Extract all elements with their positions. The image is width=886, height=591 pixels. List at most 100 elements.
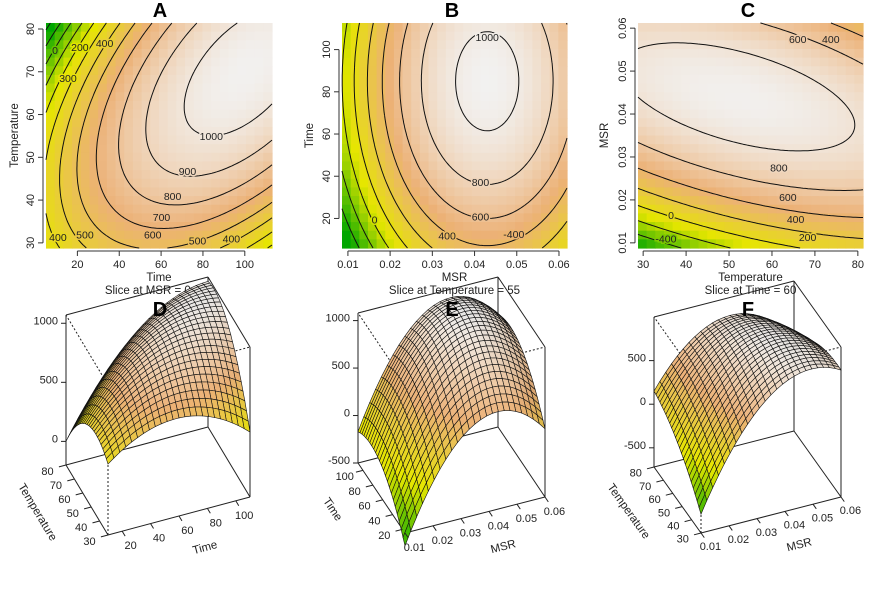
heatmap-cell <box>549 57 559 67</box>
heatmap-cell <box>532 187 542 197</box>
heatmap-cell <box>98 83 108 93</box>
heatmap-cell <box>506 74 516 85</box>
heatmap-cell <box>819 126 829 137</box>
heatmap-cell <box>437 109 447 119</box>
heatmap-cell <box>802 100 812 111</box>
contour-line-600 <box>399 22 568 219</box>
heatmap-cell <box>106 57 117 67</box>
heatmap-cell <box>141 230 151 240</box>
heatmap-cell <box>115 144 125 154</box>
heatmap-cell <box>245 178 256 189</box>
x-tick-label: 40 <box>113 259 125 271</box>
heatmap-cell <box>655 204 665 214</box>
contour-line--400 <box>637 233 682 249</box>
heatmap-cell <box>402 170 412 180</box>
heatmap-cell <box>785 48 795 59</box>
heatmap-cell <box>689 92 700 102</box>
heatmap-cell <box>549 196 559 206</box>
box-edge <box>357 276 499 314</box>
heatmap-cell <box>549 118 559 128</box>
heatmap-cell <box>350 57 360 67</box>
heatmap-cell <box>541 66 551 76</box>
heatmap-cell <box>549 92 559 102</box>
heatmap-cell <box>419 118 430 128</box>
heatmap-cell <box>776 213 786 223</box>
heatmap-cell <box>854 135 864 145</box>
heatmap-cell <box>219 118 230 128</box>
heatmap-cell <box>411 23 421 33</box>
x-tick-label: 60 <box>766 259 778 271</box>
heatmap-cell <box>759 161 769 171</box>
heatmap-cell <box>228 109 238 119</box>
heatmap-cell <box>558 239 568 249</box>
heatmap-cell <box>480 161 490 171</box>
heatmap-cell <box>558 204 568 214</box>
heatmap-cell <box>228 31 238 41</box>
heatmap-cell <box>733 170 743 180</box>
x-tick <box>460 518 465 524</box>
heatmap-cell <box>245 161 256 171</box>
heatmap-cell <box>541 152 551 163</box>
contour-label: 500 <box>76 230 94 242</box>
heatmap-cell <box>376 135 386 145</box>
heatmap-cell <box>854 48 864 59</box>
heatmap-cell <box>776 83 786 93</box>
heatmap-cell <box>741 92 752 102</box>
heatmap-cell <box>463 126 473 137</box>
heatmap-cell <box>655 109 665 119</box>
heatmap-cell <box>393 48 404 59</box>
heatmap-cell <box>263 66 273 76</box>
heatmap-cell <box>793 204 804 214</box>
heatmap-cell <box>202 83 212 93</box>
y-axis-label: MSR <box>599 123 611 149</box>
heatmap-cell <box>46 170 56 180</box>
heatmap-cell <box>646 196 656 206</box>
heatmap-cell <box>733 118 743 128</box>
heatmap-cell <box>532 92 542 102</box>
heatmap-cell <box>541 48 551 59</box>
heatmap-cell <box>689 178 700 189</box>
heatmap-cell <box>776 152 786 163</box>
heatmap-cell <box>254 152 264 163</box>
heatmap-cell <box>437 118 447 128</box>
heatmap-cell <box>463 100 473 111</box>
heatmap-cell <box>767 23 778 33</box>
heatmap-cell <box>497 92 508 102</box>
heatmap-cell <box>393 118 404 128</box>
heatmap-cell <box>672 170 682 180</box>
heatmap-cell <box>237 230 247 240</box>
heatmap-cell <box>176 66 186 76</box>
heatmap-cell <box>497 31 508 41</box>
heatmap-cell <box>237 109 247 119</box>
heatmap-cell <box>350 144 360 154</box>
heatmap-cell <box>80 239 91 249</box>
heatmap-cell <box>342 92 352 102</box>
heatmap-cell <box>350 213 360 223</box>
heatmap-cell <box>263 178 273 189</box>
heatmap-cell <box>80 187 91 197</box>
heatmap-cell <box>132 126 143 137</box>
heatmap-cell <box>750 118 760 128</box>
heatmap-cell <box>715 152 726 163</box>
heatmap-cell <box>515 31 525 41</box>
contour-label: -400 <box>655 234 676 246</box>
heatmap-cell <box>132 40 143 50</box>
heatmap-cell <box>245 144 256 154</box>
contour-label: 0 <box>52 45 58 57</box>
heatmap-cell <box>463 23 473 33</box>
heatmap-cell <box>367 48 378 59</box>
heatmap-cell <box>263 187 273 197</box>
heatmap-cell <box>350 66 360 76</box>
heatmap-cell <box>724 152 734 163</box>
heatmap-cell <box>750 100 760 111</box>
heatmap-cell <box>245 135 256 145</box>
heatmap-cell <box>211 144 221 154</box>
heatmap-cell <box>411 40 421 50</box>
heatmap-cell <box>759 204 769 214</box>
heatmap-cell <box>124 66 134 76</box>
heatmap-cell <box>46 135 56 145</box>
heatmap-cell <box>159 222 169 232</box>
heatmap-cell <box>124 135 134 145</box>
heatmap-cell <box>141 187 151 197</box>
heatmap-cell <box>506 57 516 67</box>
